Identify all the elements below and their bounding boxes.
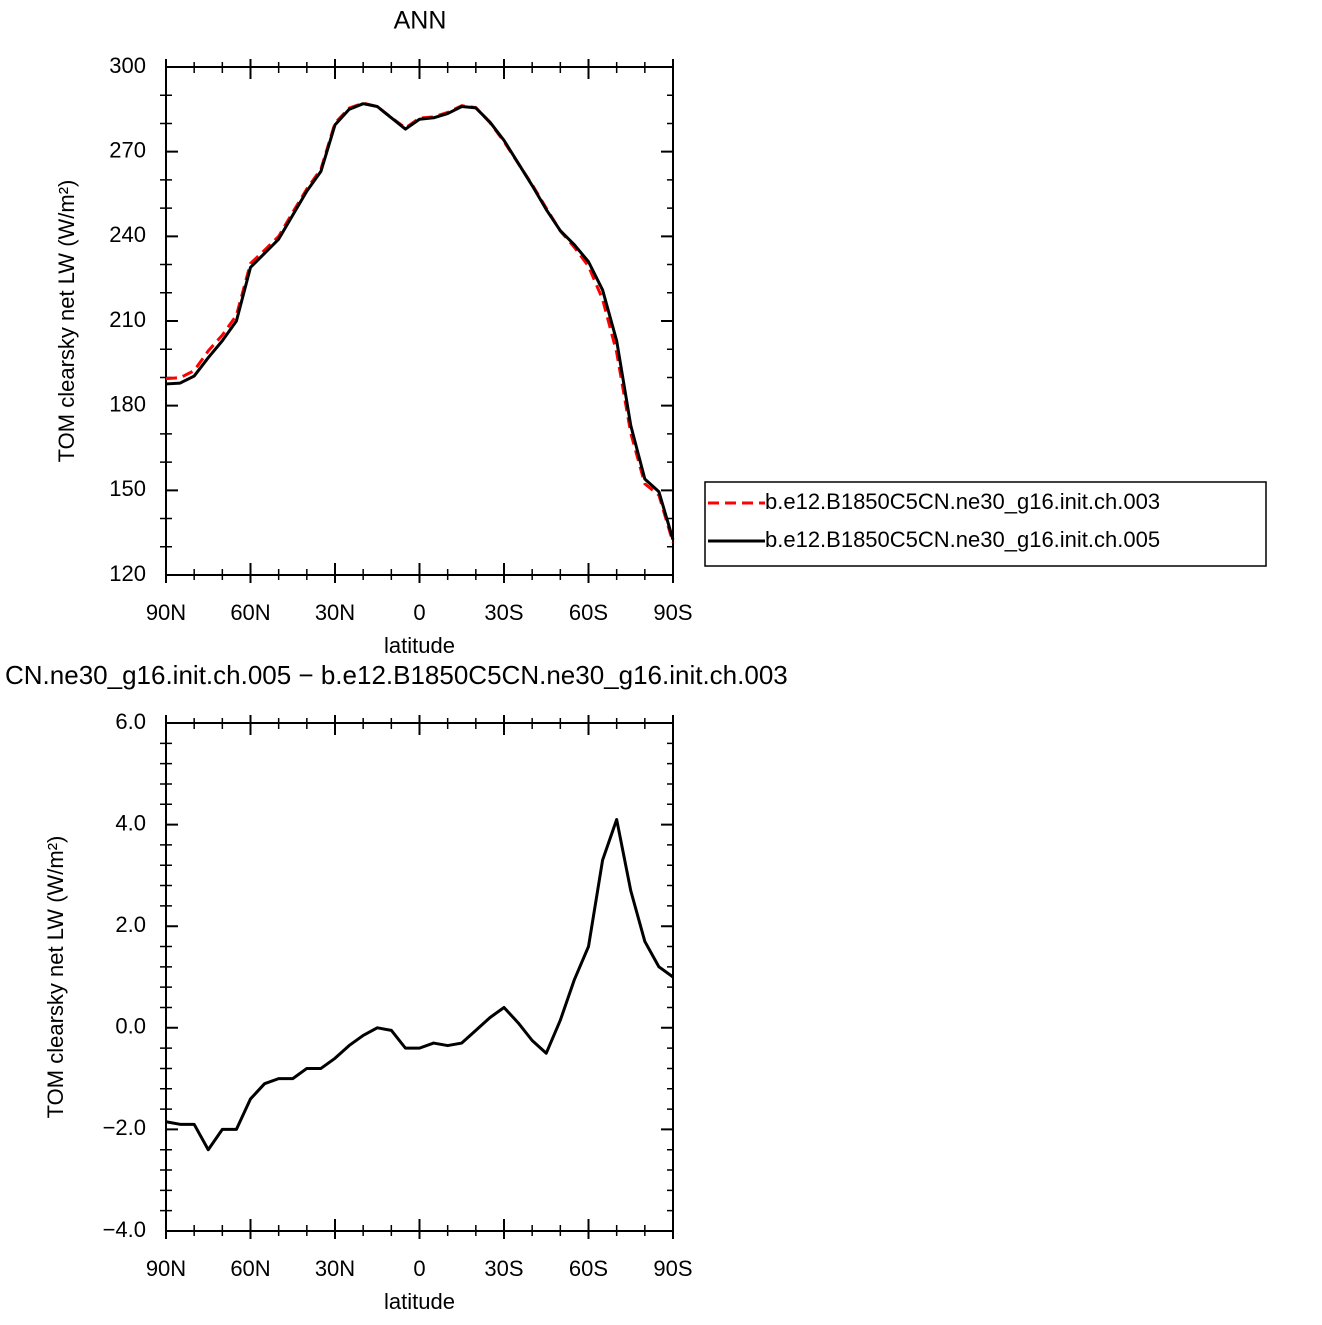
y-tick-label: −2.0 [103,1115,146,1140]
legend-label: b.e12.B1850C5CN.ne30_g16.init.ch.003 [765,489,1160,514]
plot-frame [165,722,674,1232]
data-line [165,102,675,541]
data-line [165,101,675,543]
x-tick-label: 0 [413,1256,425,1281]
x-tick-label: 30S [484,1256,523,1281]
y-tick-label: 0.0 [115,1014,146,1039]
x-tick-label: 30S [484,600,523,625]
x-tick-label: 30N [315,600,355,625]
y-tick-label: 6.0 [115,709,146,734]
y-tick-label: 240 [109,222,146,247]
chart-title: ANN [394,7,447,35]
plot-frame [165,66,674,576]
y-tick-label: 270 [109,137,146,162]
y-axis-label: TOM clearsky net LW (W/m²) [54,180,79,463]
y-tick-label: 2.0 [115,912,146,937]
chart-title: CN.ne30_g16.init.ch.005 − b.e12.B1850C5C… [5,660,788,690]
x-tick-label: 90S [653,600,692,625]
data-line [165,818,674,1152]
x-axis-label: latitude [384,633,455,658]
y-axis-label: TOM clearsky net LW (W/m²) [43,836,68,1119]
y-tick-label: 150 [109,476,146,501]
y-tick-label: 4.0 [115,810,146,835]
x-tick-label: 90S [653,1256,692,1281]
legend-box [704,481,1267,567]
x-tick-label: 60S [569,1256,608,1281]
x-tick-label: 90N [146,600,186,625]
y-tick-label: 210 [109,307,146,332]
x-tick-label: 30N [315,1256,355,1281]
y-tick-label: 120 [109,561,146,586]
x-axis-label: latitude [384,1289,455,1314]
x-tick-label: 60N [230,1256,270,1281]
x-tick-label: 90N [146,1256,186,1281]
x-tick-label: 0 [413,600,425,625]
y-tick-label: 300 [109,53,146,78]
x-tick-label: 60S [569,600,608,625]
y-tick-label: −4.0 [103,1217,146,1242]
x-tick-label: 60N [230,600,270,625]
y-tick-label: 180 [109,391,146,416]
legend-label: b.e12.B1850C5CN.ne30_g16.init.ch.005 [765,527,1160,552]
